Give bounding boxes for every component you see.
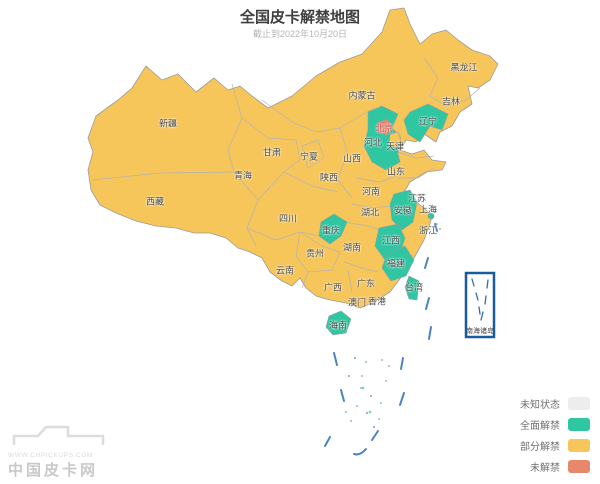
legend-item[interactable]: 未解禁: [520, 459, 590, 474]
south-china-sea-inset: 南海诸岛: [464, 271, 496, 339]
province-borders: [91, 57, 481, 293]
inset-frame: [464, 271, 496, 339]
mainland-shape[interactable]: [87, 7, 499, 309]
province-shape-tianjin[interactable]: [388, 131, 402, 149]
legend-item[interactable]: 未知状态: [520, 396, 590, 411]
inset-label: 南海诸岛: [466, 326, 494, 335]
legend-swatch: [568, 418, 590, 431]
province-shape-anhui[interactable]: [389, 189, 418, 231]
legend-swatch: [568, 439, 590, 452]
province-shape-liaoning[interactable]: [403, 103, 449, 143]
page-title: 全国皮卡解禁地图: [239, 9, 360, 26]
province-shape-hainan[interactable]: [325, 310, 352, 336]
legend-swatch: [568, 397, 590, 410]
legend-label: 未知状态: [520, 400, 560, 411]
sea-islets: [345, 223, 441, 428]
watermark-site-name: 中国皮卡网: [8, 462, 99, 479]
watermark: WWW.CHPICKUPS.COM 中国皮卡网: [8, 423, 138, 480]
legend-label: 全面解禁: [520, 421, 560, 432]
pickup-truck-icon: [12, 425, 105, 445]
page-subtitle: 截止到2022年10月20日: [252, 29, 348, 39]
legend-item[interactable]: 全面解禁: [520, 417, 590, 432]
nine-dash-line: [324, 223, 438, 456]
province-shape-fujian[interactable]: [381, 245, 415, 282]
watermark-url: WWW.CHPICKUPS.COM: [8, 452, 93, 459]
legend-swatch: [568, 460, 590, 473]
legend: 未知状态全面解禁部分解禁未解禁: [520, 390, 590, 480]
legend-label: 部分解禁: [520, 442, 560, 453]
legend-item[interactable]: 部分解禁: [520, 438, 590, 453]
province-shape-hebei[interactable]: [363, 105, 401, 171]
province-shape-beijing[interactable]: [376, 118, 394, 136]
province-shape-chongqing[interactable]: [318, 213, 348, 245]
province-shape-shanghai[interactable]: [427, 212, 435, 220]
legend-label: 未解禁: [530, 463, 560, 474]
province-shape-taiwan[interactable]: [404, 275, 420, 301]
